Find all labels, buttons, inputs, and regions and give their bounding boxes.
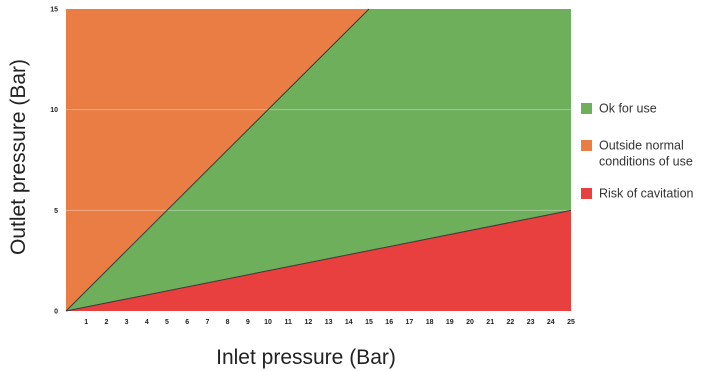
y-tick-label: 0 bbox=[54, 309, 58, 316]
legend-label: Risk of cavitation bbox=[599, 187, 694, 201]
x-axis-title: Inlet pressure (Bar) bbox=[216, 346, 396, 369]
y-axis-ticks: 0 5 10 15 bbox=[50, 7, 58, 316]
x-tick-label: 2 bbox=[104, 319, 108, 326]
legend: Ok for use Outside normal conditions of us… bbox=[581, 102, 694, 201]
x-tick-label: 11 bbox=[284, 319, 292, 326]
y-tick-label: 5 bbox=[54, 208, 58, 215]
x-tick-label: 22 bbox=[507, 319, 515, 326]
x-axis-ticks: 1 2 3 4 5 6 7 8 9 10 11 12 13 14 15 16 17 18 19 20 21 22 23 24 2… bbox=[84, 319, 575, 326]
x-tick-label: 21 bbox=[486, 319, 494, 326]
x-tick-label: 17 bbox=[406, 319, 414, 326]
legend-label: Outside normal bbox=[599, 139, 684, 153]
x-tick-label: 9 bbox=[246, 319, 250, 326]
y-axis-title: Outlet pressure (Bar) bbox=[7, 59, 30, 255]
plot-regions bbox=[66, 9, 571, 311]
x-tick-label: 12 bbox=[305, 319, 313, 326]
y-tick-label: 10 bbox=[50, 107, 58, 114]
x-tick-label: 3 bbox=[125, 319, 129, 326]
x-tick-label: 13 bbox=[325, 319, 333, 326]
x-tick-label: 16 bbox=[385, 319, 393, 326]
legend-label: Ok for use bbox=[599, 102, 657, 116]
x-tick-label: 25 bbox=[567, 319, 575, 326]
grid-lines bbox=[66, 109, 571, 211]
legend-swatch bbox=[581, 188, 592, 199]
x-tick-label: 15 bbox=[365, 319, 373, 326]
legend-label: conditions of use bbox=[599, 155, 693, 169]
legend-item: Outside normal conditions of use bbox=[581, 139, 693, 169]
x-tick-label: 7 bbox=[205, 319, 209, 326]
x-tick-label: 23 bbox=[527, 319, 535, 326]
x-tick-label: 20 bbox=[466, 319, 474, 326]
x-tick-label: 14 bbox=[345, 319, 353, 326]
y-tick-label: 15 bbox=[50, 7, 58, 14]
boundary-line bbox=[65, 209, 572, 312]
x-tick-label: 24 bbox=[547, 319, 555, 326]
legend-item: Ok for use bbox=[581, 102, 657, 116]
x-tick-label: 19 bbox=[446, 319, 454, 326]
boundary-lines bbox=[65, 8, 572, 312]
x-tick-label: 10 bbox=[264, 319, 272, 326]
legend-swatch bbox=[581, 140, 592, 151]
x-tick-label: 6 bbox=[185, 319, 189, 326]
x-tick-label: 18 bbox=[426, 319, 434, 326]
x-tick-label: 4 bbox=[145, 319, 149, 326]
x-tick-label: 5 bbox=[165, 319, 169, 326]
legend-item: Risk of cavitation bbox=[581, 187, 694, 201]
boundary-line bbox=[65, 8, 370, 312]
legend-swatch bbox=[581, 103, 592, 114]
region-ok-for-use bbox=[66, 9, 571, 311]
x-tick-label: 1 bbox=[84, 319, 88, 326]
x-tick-label: 8 bbox=[226, 319, 230, 326]
